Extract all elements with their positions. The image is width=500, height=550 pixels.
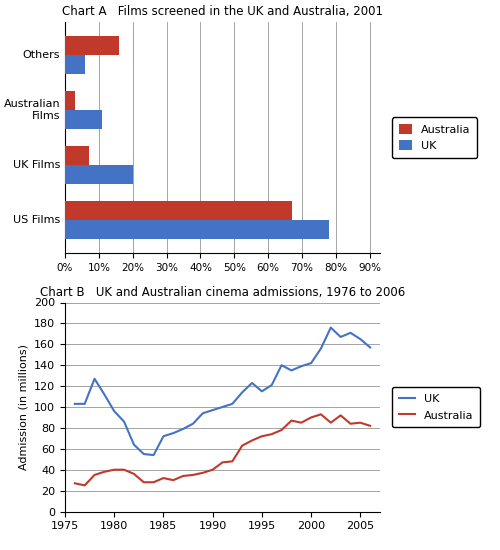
UK xyxy=(72,400,78,407)
UK xyxy=(239,389,245,395)
UK xyxy=(210,407,216,414)
UK xyxy=(328,324,334,331)
Bar xyxy=(65,55,86,74)
Australia xyxy=(358,419,364,426)
Australia xyxy=(318,411,324,417)
Australia xyxy=(82,482,87,489)
Australia xyxy=(239,442,245,449)
UK xyxy=(348,329,354,336)
UK xyxy=(318,345,324,352)
Australia xyxy=(200,470,206,476)
Australia xyxy=(121,466,127,473)
Australia xyxy=(288,417,294,424)
Australia xyxy=(102,469,107,475)
UK xyxy=(230,400,235,407)
UK xyxy=(358,336,364,342)
Australia xyxy=(338,412,344,419)
UK xyxy=(268,382,274,388)
UK xyxy=(111,408,117,415)
UK xyxy=(102,391,107,398)
Title: Chart A   Films screened in the UK and Australia, 2001: Chart A Films screened in the UK and Aus… xyxy=(62,5,383,18)
Australia xyxy=(298,419,304,426)
Y-axis label: Admission (in millions): Admission (in millions) xyxy=(18,344,28,470)
UK xyxy=(308,360,314,366)
UK xyxy=(278,362,284,369)
Australia xyxy=(92,471,98,478)
Australia xyxy=(131,471,137,477)
Australia xyxy=(328,419,334,426)
Australia xyxy=(210,466,216,473)
UK xyxy=(150,452,156,458)
UK xyxy=(131,441,137,448)
UK xyxy=(180,426,186,432)
UK xyxy=(288,367,294,374)
UK xyxy=(249,379,255,386)
Australia xyxy=(180,472,186,479)
Australia xyxy=(278,427,284,433)
Title: Chart B   UK and Australian cinema admissions, 1976 to 2006: Chart B UK and Australian cinema admissi… xyxy=(40,285,405,299)
Australia xyxy=(308,414,314,421)
Australia xyxy=(230,458,235,465)
UK xyxy=(338,334,344,340)
Australia xyxy=(72,480,78,487)
UK xyxy=(259,388,265,395)
UK xyxy=(92,376,98,382)
UK xyxy=(220,404,226,410)
Australia xyxy=(141,479,147,486)
Bar xyxy=(65,201,292,220)
Australia xyxy=(348,420,354,427)
Australia xyxy=(259,433,265,439)
Bar xyxy=(65,36,119,55)
Australia xyxy=(190,471,196,478)
UK xyxy=(82,400,87,407)
Legend: UK, Australia: UK, Australia xyxy=(392,387,480,427)
UK xyxy=(298,363,304,370)
Australia xyxy=(150,479,156,486)
Line: Australia: Australia xyxy=(75,414,370,486)
UK xyxy=(160,433,166,439)
Bar xyxy=(65,91,75,110)
Line: UK: UK xyxy=(75,328,370,455)
Bar xyxy=(65,165,132,184)
UK xyxy=(200,410,206,416)
UK xyxy=(170,430,176,437)
UK xyxy=(141,451,147,458)
UK xyxy=(190,420,196,427)
UK xyxy=(121,419,127,425)
Bar xyxy=(65,146,88,165)
Bar xyxy=(65,220,329,239)
UK xyxy=(367,344,373,351)
Australia xyxy=(170,477,176,483)
Bar xyxy=(65,110,102,129)
Australia xyxy=(367,422,373,429)
Australia xyxy=(160,475,166,481)
Australia xyxy=(249,437,255,444)
Australia xyxy=(111,466,117,473)
Australia xyxy=(220,459,226,466)
Australia xyxy=(268,431,274,437)
Legend: Australia, UK: Australia, UK xyxy=(392,117,477,158)
